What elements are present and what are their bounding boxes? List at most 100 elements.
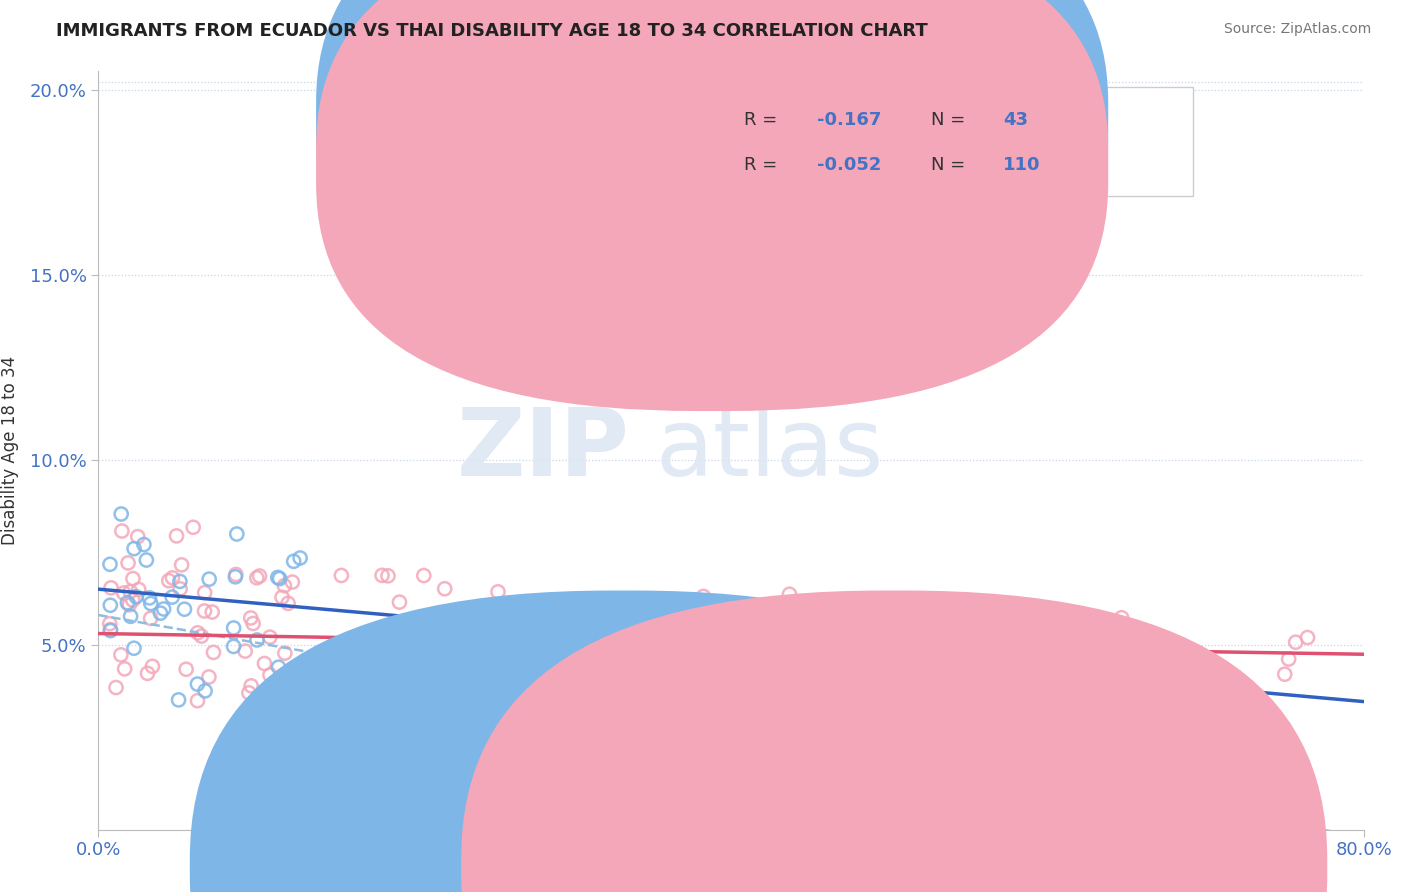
Text: atlas: atlas xyxy=(655,404,883,497)
Point xyxy=(1278,652,1301,666)
Point xyxy=(508,665,530,680)
Point xyxy=(238,686,260,700)
Point xyxy=(242,616,264,631)
Point xyxy=(983,711,1005,725)
Point xyxy=(612,619,634,633)
Point xyxy=(1031,690,1053,704)
Point xyxy=(198,572,221,586)
Point xyxy=(193,604,215,618)
Point xyxy=(486,584,509,599)
Point xyxy=(201,605,224,619)
Point xyxy=(330,568,353,582)
Point xyxy=(412,568,434,582)
Point xyxy=(114,662,136,676)
Point xyxy=(530,693,553,707)
Point xyxy=(925,607,948,622)
Point xyxy=(152,602,174,616)
Point xyxy=(1274,667,1296,681)
Text: Source: ZipAtlas.com: Source: ZipAtlas.com xyxy=(1223,22,1371,37)
Text: 110: 110 xyxy=(1002,156,1040,174)
Point xyxy=(316,683,339,698)
Point xyxy=(778,587,800,601)
Point xyxy=(157,574,180,588)
Point xyxy=(468,640,491,654)
Point xyxy=(128,582,150,597)
Text: 43: 43 xyxy=(1002,111,1028,128)
Point xyxy=(120,584,142,599)
Point xyxy=(1139,682,1161,697)
Point xyxy=(225,527,247,541)
Point xyxy=(98,558,121,572)
Point xyxy=(957,667,980,681)
Point xyxy=(512,714,534,728)
Point xyxy=(122,572,145,586)
Point xyxy=(249,569,271,583)
Point xyxy=(132,537,155,551)
Point xyxy=(356,741,378,756)
Point xyxy=(925,705,948,719)
Point xyxy=(170,558,193,572)
Point xyxy=(682,700,704,714)
Point xyxy=(194,585,217,599)
Point xyxy=(202,645,225,659)
Point xyxy=(1166,709,1188,723)
Y-axis label: Disability Age 18 to 34: Disability Age 18 to 34 xyxy=(0,356,18,545)
Point xyxy=(856,609,879,624)
Point xyxy=(173,602,195,616)
Point xyxy=(222,621,245,635)
Point xyxy=(1285,635,1308,649)
Point xyxy=(233,644,256,658)
Point xyxy=(910,231,932,245)
Point xyxy=(1036,693,1059,707)
Point xyxy=(169,574,191,589)
Point xyxy=(908,642,931,657)
Point xyxy=(605,608,627,623)
Point xyxy=(347,706,370,721)
Point xyxy=(371,568,394,582)
Point xyxy=(449,603,471,617)
Point xyxy=(1194,681,1216,696)
Text: Thais: Thais xyxy=(907,858,962,876)
Point xyxy=(1296,631,1319,645)
Point xyxy=(112,586,135,600)
Point xyxy=(814,723,837,737)
Point xyxy=(846,378,869,392)
Point xyxy=(121,593,143,607)
Text: -0.167: -0.167 xyxy=(817,111,882,128)
Point xyxy=(648,616,671,631)
Point xyxy=(432,703,454,717)
Text: Immigrants from Ecuador: Immigrants from Ecuador xyxy=(640,858,862,876)
Point xyxy=(267,660,290,674)
Point xyxy=(259,668,281,682)
Point xyxy=(688,645,710,659)
Point xyxy=(190,629,212,643)
Point xyxy=(135,553,157,567)
Point xyxy=(353,710,375,724)
Point xyxy=(273,579,295,593)
Point xyxy=(174,662,197,676)
Point xyxy=(122,641,145,656)
Point xyxy=(136,666,159,681)
Point xyxy=(186,677,208,691)
Point xyxy=(274,646,297,660)
Point xyxy=(555,600,578,615)
Point xyxy=(288,551,311,566)
Point xyxy=(198,670,221,684)
Point xyxy=(149,606,172,620)
Point xyxy=(283,554,305,568)
Point xyxy=(801,691,824,706)
Point xyxy=(167,693,190,707)
FancyBboxPatch shape xyxy=(675,87,1192,196)
Point xyxy=(118,598,141,612)
Point xyxy=(766,710,789,724)
Point xyxy=(688,342,710,356)
Point xyxy=(536,681,558,695)
Point xyxy=(498,690,520,705)
Text: ZIP: ZIP xyxy=(457,404,630,497)
Point xyxy=(125,590,148,604)
Point xyxy=(377,569,399,583)
Point xyxy=(246,571,269,585)
Point xyxy=(160,590,183,604)
Point xyxy=(110,648,132,662)
Point xyxy=(127,530,149,544)
